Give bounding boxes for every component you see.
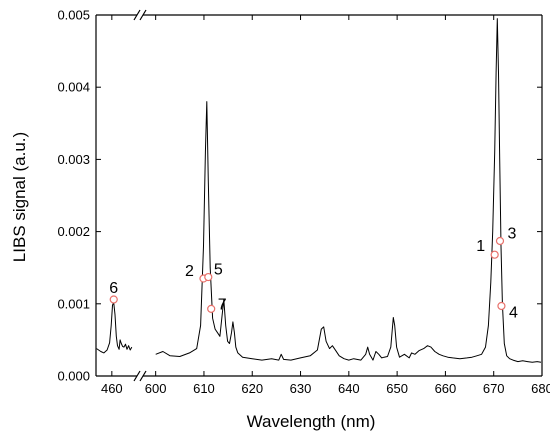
x-tick-label: 670 <box>483 381 505 396</box>
x-tick-label: 630 <box>290 381 312 396</box>
marker-7 <box>207 304 216 313</box>
axis-break-mark <box>139 9 147 21</box>
axis-break-mark <box>133 9 141 21</box>
marker-label-2: 2 <box>185 263 194 280</box>
x-tick-label: 680 <box>531 381 550 396</box>
plot-frame <box>95 9 543 382</box>
x-axis-title: Wavelength (nm) <box>247 412 376 431</box>
x-tick-label: 460 <box>101 381 123 396</box>
y-tick-label: 0.004 <box>57 80 90 95</box>
series-layer <box>96 18 542 363</box>
y-tick-label: 0.002 <box>57 224 90 239</box>
marker-label-7: 7 <box>218 296 227 313</box>
x-tick-label: 620 <box>241 381 263 396</box>
marker-6 <box>109 295 118 304</box>
axis-break-mark <box>139 370 147 382</box>
marker-label-4: 4 <box>509 304 518 321</box>
annotation-markers: 1 2 3 4 5 6 7 <box>109 225 518 321</box>
marker-label-1: 1 <box>476 238 485 255</box>
y-axis-title: LIBS signal (a.u.) <box>10 132 29 262</box>
y-tick-label: 0.001 <box>57 296 90 311</box>
axis-break-mark <box>133 370 141 382</box>
series-line <box>96 301 133 354</box>
y-tick-label: 0.003 <box>57 152 90 167</box>
marker-label-6: 6 <box>109 280 118 297</box>
y-tick-label: 0.000 <box>57 369 90 384</box>
x-tick-label: 650 <box>386 381 408 396</box>
marker-1 <box>490 250 499 259</box>
marker-label-5: 5 <box>214 262 223 279</box>
x-tick-label: 600 <box>145 381 167 396</box>
marker-5 <box>204 272 213 282</box>
x-tick-label: 640 <box>338 381 360 396</box>
y-tick-label: 0.005 <box>57 8 90 23</box>
marker-3 <box>495 236 505 246</box>
tick-labels: 0.000 0.001 0.002 0.003 0.004 0.005 460 600 610 6… <box>57 8 550 397</box>
marker-label-3: 3 <box>508 225 517 242</box>
axis-ticks <box>96 14 543 377</box>
series-line <box>155 18 542 363</box>
x-tick-label: 660 <box>435 381 457 396</box>
marker-4 <box>497 301 506 311</box>
x-tick-label: 610 <box>193 381 215 396</box>
